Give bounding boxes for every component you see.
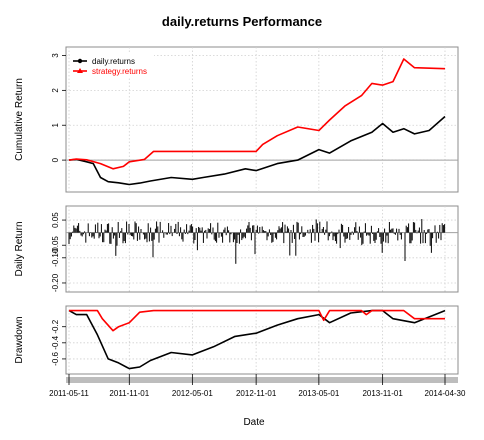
y-tick-label: 2 — [51, 88, 60, 93]
y-tick-label: 0.05 — [51, 212, 60, 228]
y-tick-label: 0 — [51, 157, 60, 162]
y-tick-label: -0.6 — [51, 351, 60, 365]
legend-entry-label: daily.returns — [92, 57, 135, 66]
legend-marker-circle — [77, 58, 83, 64]
y-tick-label: -0.2 — [51, 319, 60, 333]
daily.returns-line — [68, 309, 446, 370]
y-tick-label: -0.4 — [51, 335, 60, 349]
daily.returns-line — [68, 115, 446, 186]
drawdown-frame — [65, 305, 459, 375]
y-axis-label: Daily Return — [14, 221, 25, 276]
cumulative-frame — [65, 46, 459, 193]
x-tick-label: 2011-05-11 — [49, 389, 89, 398]
x-axis: 2011-05-11 2011-11-01 2012-05-01 2012-11-01… — [49, 374, 466, 398]
y-tick-label: 1 — [51, 122, 60, 127]
cumulative-panel: 0 1 2 3 Cumulative Return — [14, 46, 459, 193]
x-tick-label: 2013-05-01 — [298, 389, 339, 398]
y-axis-label: Cumulative Return — [14, 78, 25, 161]
x-tick-label: 2014-04-30 — [425, 389, 466, 398]
legend-marker-triangle — [77, 68, 83, 73]
x-axis-band — [66, 377, 458, 383]
daily-frame — [65, 205, 459, 293]
chart-title: daily.returns Performance — [162, 14, 322, 29]
x-tick-label: 2013-11-01 — [362, 389, 403, 398]
x-tick-label: 2012-05-01 — [172, 389, 213, 398]
strategy.returns-line — [68, 58, 446, 170]
strategy.returns-line — [69, 309, 445, 332]
x-tick-label: 2011-11-01 — [109, 389, 149, 398]
y-tick-label: -0.10 — [51, 248, 60, 267]
y-tick-label: 3 — [51, 53, 60, 58]
y-axis-label: Drawdown — [14, 316, 25, 363]
x-tick-label: 2012-11-01 — [236, 389, 277, 398]
y-tick-label: -0.05 — [51, 236, 60, 255]
x-axis-label: Date — [243, 417, 265, 428]
daily-return-panel: 0.05 -0.05-0.10 -0.20 Daily Return — [14, 205, 459, 293]
y-tick-label: -0.20 — [51, 273, 60, 292]
drawdown-panel: -0.2 -0.4 -0.6 Drawdown — [14, 305, 459, 375]
legend-box — [70, 53, 154, 78]
legend-entry-label: strategy.returns — [92, 67, 147, 76]
